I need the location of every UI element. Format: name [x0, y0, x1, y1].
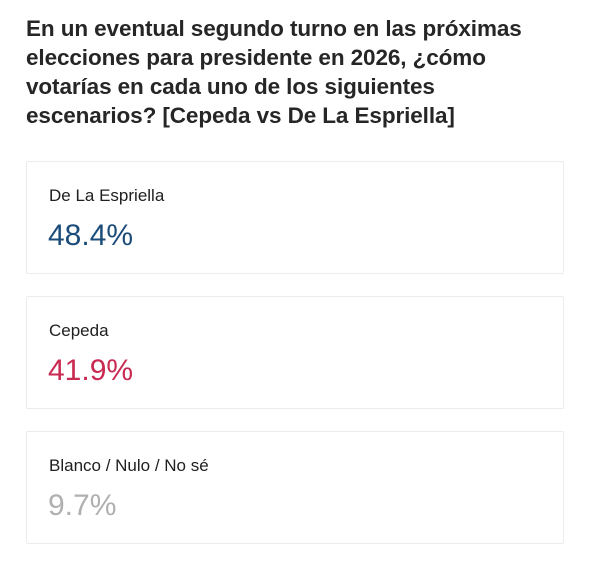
question-title: En un eventual segundo turno en las próx…	[26, 16, 522, 128]
result-card: De La Espriella 48.4%	[26, 161, 564, 274]
result-value: 9.7%	[48, 489, 117, 522]
result-card: Blanco / Nulo / No sé 9.7%	[26, 431, 564, 544]
result-label: Cepeda	[49, 321, 109, 340]
result-label: Blanco / Nulo / No sé	[49, 456, 209, 475]
results-list: De La Espriella 48.4% Cepeda 41.9% Blanco / …	[26, 161, 564, 566]
result-value: 48.4%	[48, 219, 134, 252]
result-value: 41.9%	[48, 354, 134, 387]
result-card: Cepeda 41.9%	[26, 296, 564, 409]
result-label: De La Espriella	[49, 186, 165, 205]
